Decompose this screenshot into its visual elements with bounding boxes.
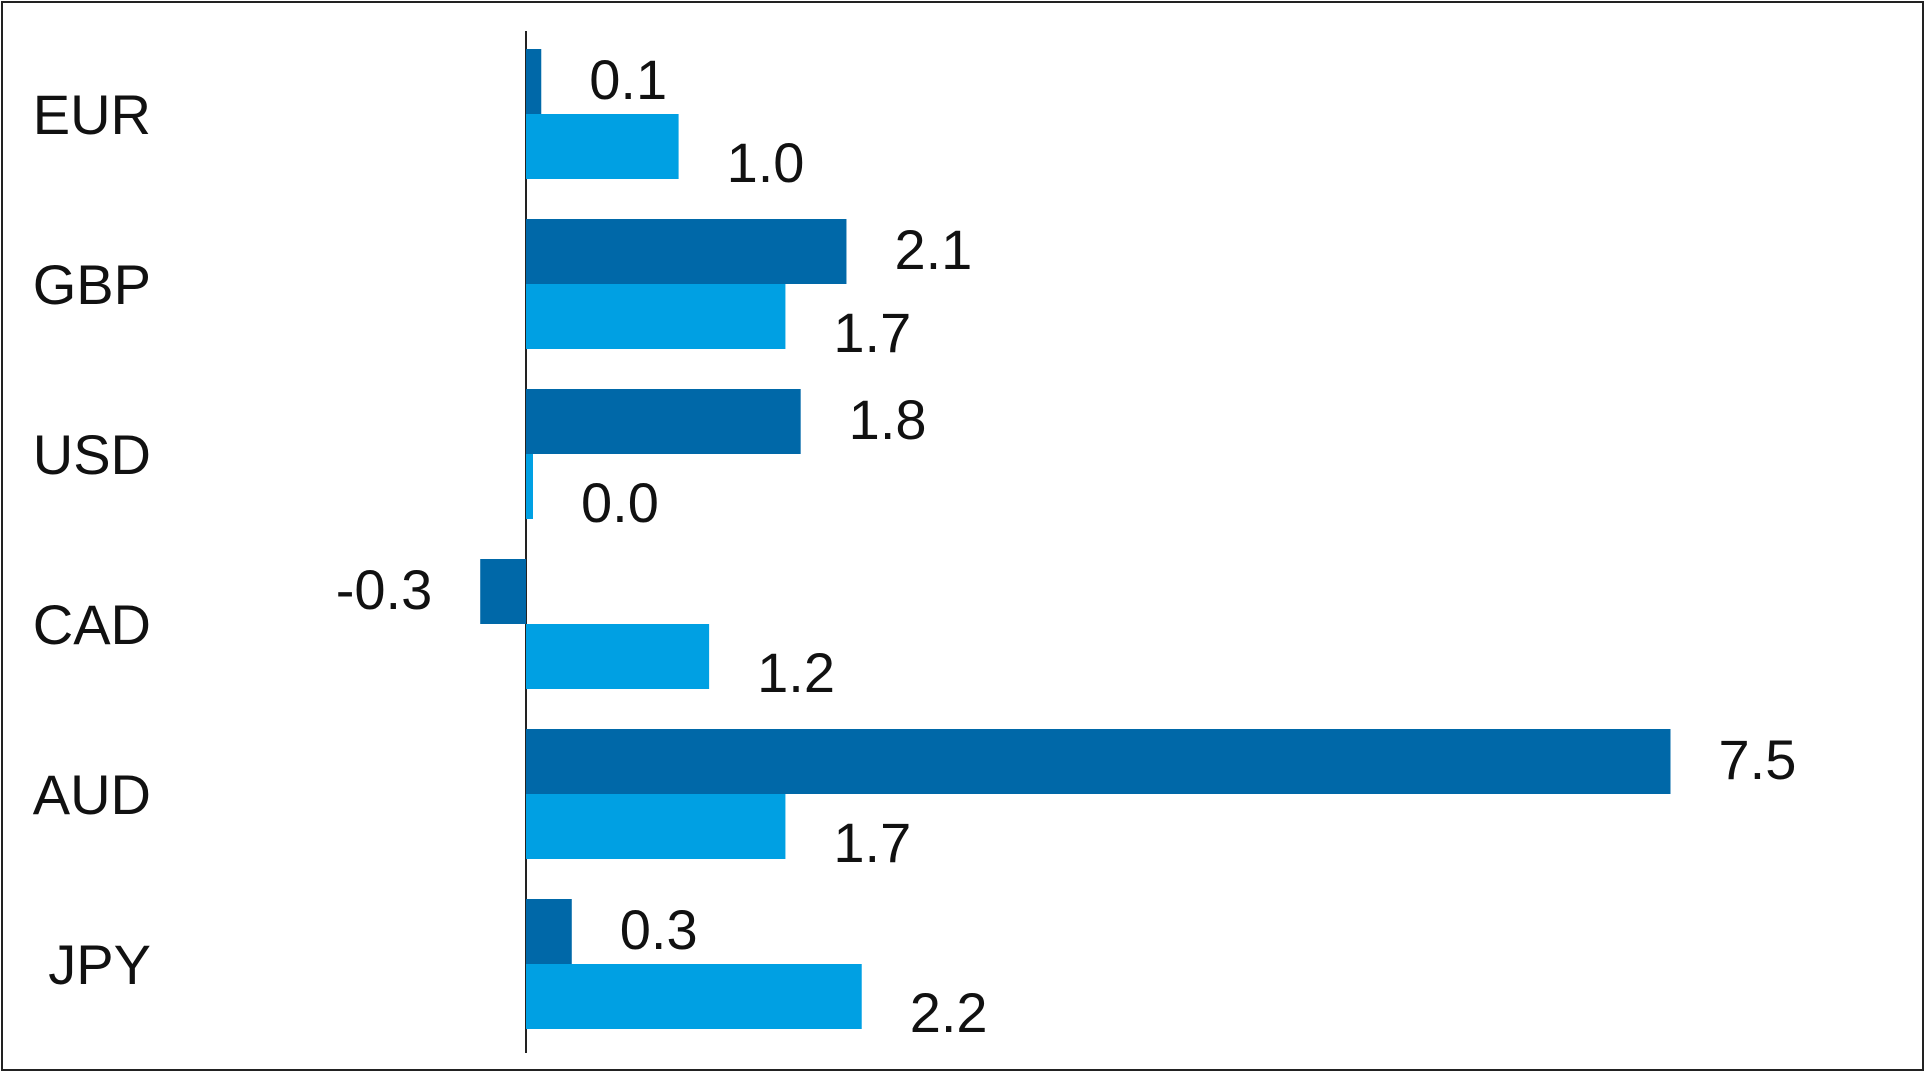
- data-label: 1.7: [833, 811, 911, 874]
- data-label: -0.3: [336, 558, 433, 621]
- data-label: 0.3: [620, 898, 698, 961]
- data-label: 0.0: [581, 471, 659, 534]
- category-label: USD: [33, 423, 151, 486]
- data-label: 2.1: [894, 218, 972, 281]
- category-label: EUR: [33, 83, 151, 146]
- bar: [526, 729, 1671, 794]
- bar: [526, 219, 847, 284]
- bar: [526, 899, 572, 964]
- category-label: AUD: [33, 763, 151, 826]
- category-label: GBP: [33, 253, 151, 316]
- bar-chart: EUR 0.1 1.0 GBP 2.1 1.7 USD 1.8 0.0 CAD -0.3 1.2 AUD…: [33, 31, 1797, 1053]
- bar: [480, 559, 526, 624]
- bar: [526, 794, 786, 859]
- bar: [526, 454, 533, 519]
- bar: [526, 114, 679, 179]
- data-label: 0.1: [589, 48, 667, 111]
- data-label: 1.7: [833, 301, 911, 364]
- data-label: 1.2: [757, 641, 835, 704]
- data-label: 2.2: [910, 981, 988, 1044]
- bar: [526, 964, 862, 1029]
- bar: [526, 389, 801, 454]
- data-label: 7.5: [1719, 728, 1797, 791]
- bar: [526, 284, 786, 349]
- bar: [526, 49, 542, 114]
- category-label: JPY: [48, 933, 151, 996]
- bar: [526, 624, 710, 689]
- data-label: 1.0: [727, 131, 805, 194]
- category-label: CAD: [33, 593, 151, 656]
- data-label: 1.8: [849, 388, 927, 451]
